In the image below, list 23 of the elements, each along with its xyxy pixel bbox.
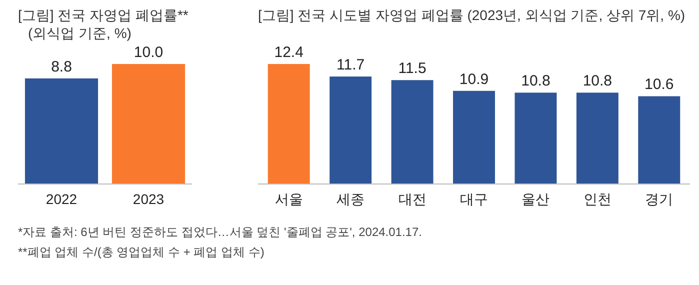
- x-tick-label: 경기: [645, 191, 674, 207]
- x-tick-label: 2023: [132, 191, 164, 207]
- data-label: 11.7: [336, 56, 365, 74]
- text: *자료 출처: 6년 버틴 정준하도 접었다…서울 덮친 '줄폐업 공포', 2024.01.17.: [18, 225, 422, 239]
- x-tick-label: 세종: [336, 191, 365, 207]
- x-tick-label: 2022: [46, 191, 78, 207]
- x-tick-label: 인천: [583, 191, 612, 207]
- chart-title: [그림] 전국 시도별 자영업 폐업률 (2023년, 외식업 기준, 상위 7위, %): [258, 7, 686, 23]
- data-label: 10.8: [582, 72, 612, 90]
- chart-title: [그림] 전국 자영업 폐업률**: [18, 7, 189, 23]
- chart-subtitle: (외식업 기준, %): [28, 25, 132, 41]
- x-tick-label: 울산: [522, 191, 550, 207]
- text: **폐업 업체 수/(총 영업업체 수 + 폐업 업체 수): [18, 245, 264, 259]
- data-label: 10.6: [644, 76, 674, 94]
- data-label: 10.9: [459, 70, 489, 88]
- data-label: 8.8: [51, 58, 72, 76]
- data-label: 12.4: [274, 44, 304, 61]
- x-tick-label: 서울: [274, 191, 303, 207]
- data-label: 11.5: [398, 60, 426, 78]
- x-tick-label: 대전: [398, 191, 426, 207]
- x-tick-label: 대구: [460, 191, 488, 207]
- data-label: 10.8: [521, 72, 550, 90]
- data-label: 10.0: [134, 44, 164, 61]
